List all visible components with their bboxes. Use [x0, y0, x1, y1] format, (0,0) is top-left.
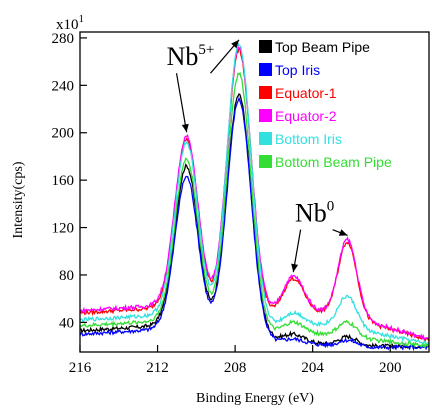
y-tick-label: 200	[52, 126, 75, 142]
annotation-arrowhead	[181, 123, 189, 133]
y-multiplier: x101	[56, 13, 84, 33]
y-multiplier-base: x10	[56, 17, 79, 33]
annotation-arrow	[175, 73, 188, 133]
y-tick-label: 120	[52, 221, 75, 237]
series-line	[79, 71, 430, 350]
legend-swatch	[259, 86, 272, 99]
annotation-arrowhead	[291, 263, 299, 273]
series-line	[79, 41, 430, 346]
y-tick-label: 160	[52, 173, 75, 189]
y-tick-label: 240	[52, 78, 75, 94]
peak-annotation: Nb0	[295, 199, 334, 228]
legend: Top Beam Pipe Top Iris Equator-1 Equator-2 B…	[259, 39, 392, 170]
y-tick-label: 280	[52, 31, 75, 47]
peak-annotation: Nb5+	[167, 42, 215, 71]
peak-annotation-sup: 5+	[198, 42, 214, 58]
legend-label: Bottom Beam Pipe	[275, 154, 392, 170]
y-multiplier-exponent: 1	[79, 13, 85, 25]
series-group	[79, 41, 430, 352]
legend-swatch	[259, 63, 272, 76]
x-ticks: 216 212 208 204 200	[69, 345, 402, 376]
x-tick-label: 200	[379, 360, 402, 376]
legend-label: Equator-1	[275, 85, 337, 101]
x-tick-label: 216	[69, 360, 92, 376]
y-tick-label: 40	[59, 315, 74, 331]
x-axis-title: Binding Energy (eV)	[196, 391, 314, 406]
x-tick-label: 208	[224, 360, 247, 376]
legend-swatch	[259, 109, 272, 122]
annotations: Nb5+Nb0	[167, 39, 348, 273]
legend-label: Top Iris	[275, 62, 320, 78]
annotation-arrowhead	[231, 39, 239, 49]
legend-label: Equator-2	[275, 108, 337, 124]
legend-swatch	[259, 40, 272, 53]
annotation-arrowhead	[338, 229, 348, 236]
legend-label: Top Beam Pipe	[275, 39, 370, 55]
y-ticks: 40 80 120 160 200 240 280	[52, 31, 87, 331]
y-axis-title: Intensity(cps)	[11, 161, 26, 238]
series-line	[79, 44, 430, 341]
y-tick-label: 80	[59, 268, 74, 284]
peak-annotation-sup: 0	[327, 199, 335, 215]
legend-swatch	[259, 132, 272, 145]
series-line	[79, 96, 430, 352]
plot-frame	[79, 31, 430, 353]
peak-annotation-base: Nb	[295, 199, 327, 228]
peak-annotation-base: Nb	[167, 42, 199, 71]
x-tick-label: 204	[301, 360, 324, 376]
legend-label: Bottom Iris	[275, 131, 342, 147]
legend-swatch	[259, 155, 272, 168]
x-tick-label: 212	[146, 360, 169, 376]
